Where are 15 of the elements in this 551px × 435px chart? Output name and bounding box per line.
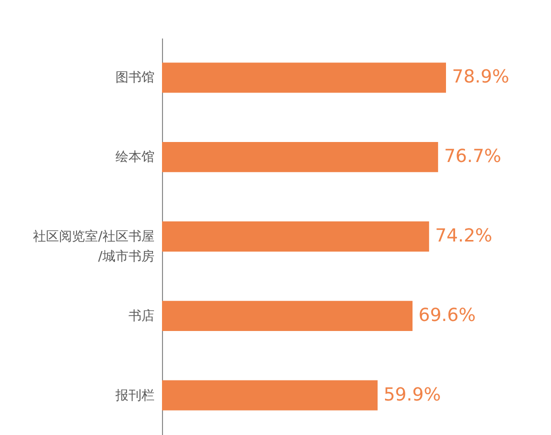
- y-tick-label: 绘本馆: [116, 150, 154, 166]
- data-label: 76.7%: [444, 146, 502, 168]
- data-label: 74.2%: [435, 226, 492, 246]
- y-tick-label: 社区阅览室/社区书屋 /城市书房: [33, 228, 154, 264]
- bar: [162, 62, 446, 93]
- y-tick-label: 图书馆: [116, 70, 154, 86]
- bar: [162, 221, 430, 252]
- bar: [162, 300, 413, 331]
- data-label: 69.6%: [418, 304, 476, 326]
- bar: [162, 142, 438, 172]
- data-label: 78.9%: [452, 66, 510, 88]
- y-tick-label: 报刊栏: [114, 388, 154, 404]
- data-label: 59.9%: [384, 384, 441, 406]
- bar: [162, 380, 378, 410]
- y-tick-label: 书店: [128, 308, 154, 324]
